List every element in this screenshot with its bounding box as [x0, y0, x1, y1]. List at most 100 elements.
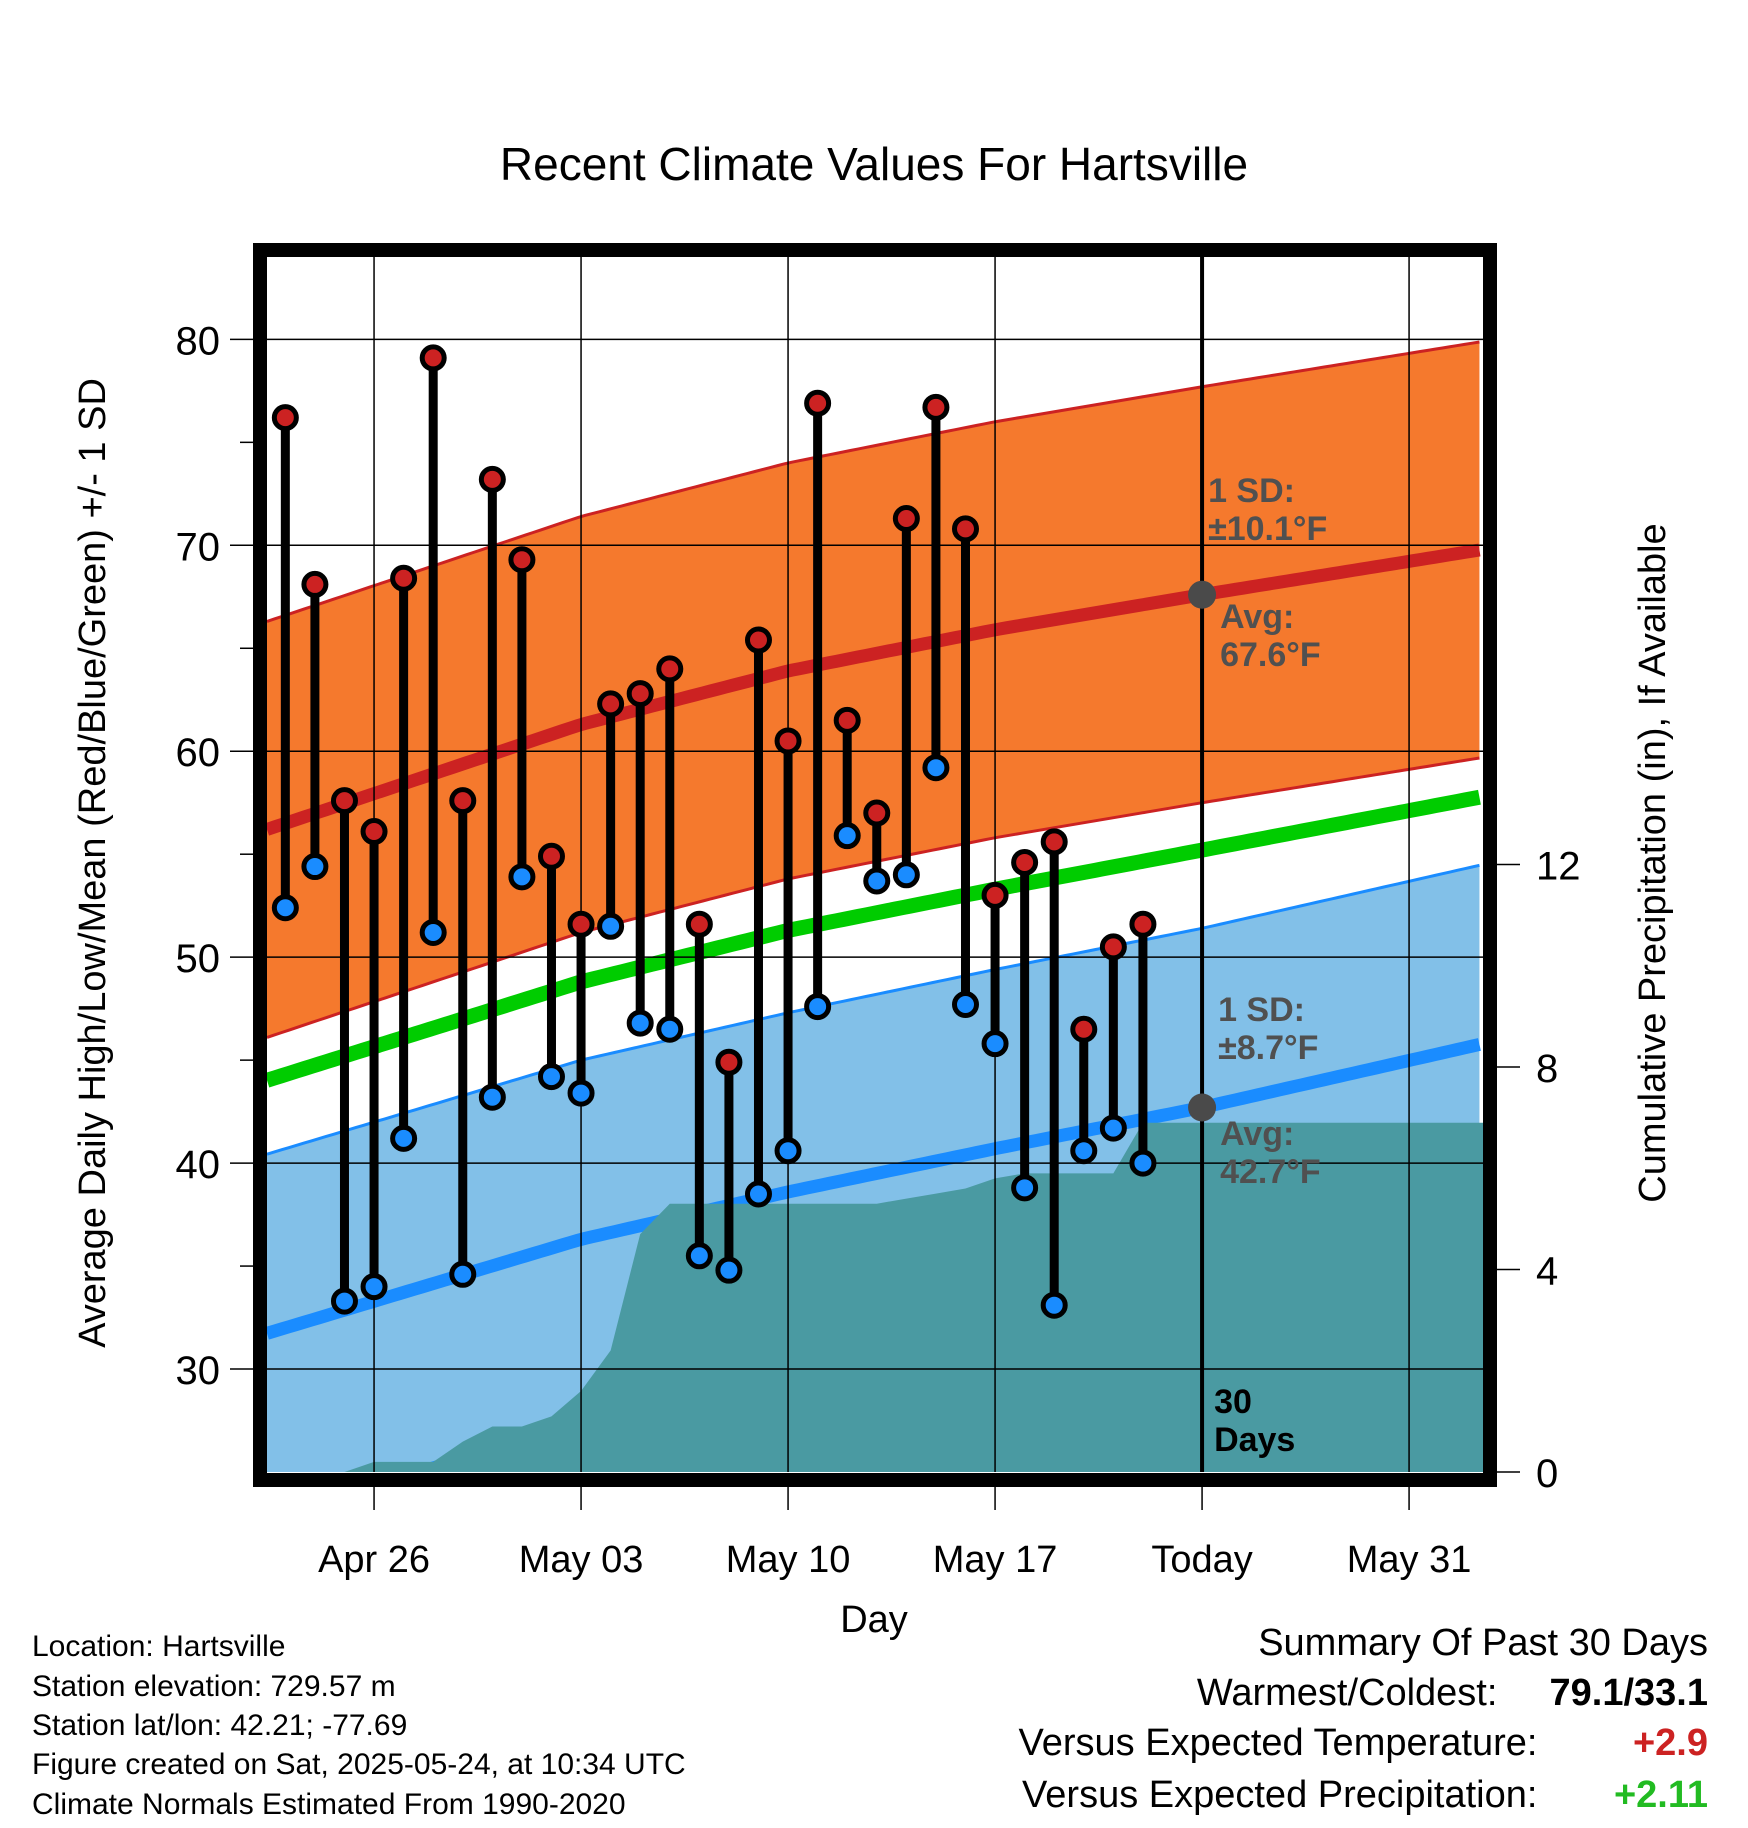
summary-precip-row: Versus Expected Precipitation: +2.11	[1022, 1774, 1708, 1817]
daily-high-point	[685, 910, 713, 938]
daily-high-point	[567, 910, 595, 938]
y2-tick-label: 8	[1536, 1047, 1558, 1091]
daily-high-point	[626, 680, 654, 708]
daily-high-point	[833, 706, 861, 734]
daily-low-point	[390, 1124, 418, 1152]
summary-temp-value: +2.9	[1632, 1722, 1708, 1764]
daily-low-point	[271, 894, 299, 922]
daily-high-point	[951, 515, 979, 543]
daily-low-point	[567, 1079, 595, 1107]
daily-high-point	[715, 1048, 743, 1076]
daily-low-point	[1070, 1137, 1098, 1165]
y-tick-label: 60	[176, 731, 221, 775]
daily-low-point	[685, 1242, 713, 1270]
footer-location: Location: Hartsville	[32, 1630, 286, 1663]
y-tick-label: 50	[176, 937, 221, 981]
daily-low-point	[744, 1180, 772, 1208]
daily-low-point	[1040, 1291, 1068, 1319]
summary-precip-label: Versus Expected Precipitation:	[1022, 1774, 1538, 1816]
daily-high-point	[449, 787, 477, 815]
daily-low-point	[863, 867, 891, 895]
low-sd-band-upper-edge	[267, 863, 1480, 1156]
daily-low-point	[360, 1273, 388, 1301]
y2-tick-label: 0	[1536, 1452, 1558, 1496]
daily-high-point	[1099, 933, 1127, 961]
footer-elevation: Station elevation: 729.57 m	[32, 1670, 396, 1703]
precipitation-area	[285, 1122, 1483, 1472]
low-avg-annotation: Avg: 42.7°F	[1220, 1115, 1321, 1191]
daily-high-point	[981, 881, 1009, 909]
footer-normals: Climate Normals Estimated From 1990-2020	[32, 1788, 626, 1821]
daily-low-point	[301, 853, 329, 881]
daily-low-point	[626, 1009, 654, 1037]
low-avg-marker	[1188, 1093, 1217, 1122]
summary-temp-row: Versus Expected Temperature: +2.9	[1019, 1722, 1708, 1765]
daily-high-point	[1040, 828, 1068, 856]
high-avg-marker	[1188, 580, 1217, 609]
daily-low-point	[537, 1063, 565, 1091]
daily-high-point	[892, 505, 920, 533]
daily-low-point	[330, 1287, 358, 1315]
summary-warmest-value: 79.1/33.1	[1549, 1672, 1708, 1714]
y-tick-label: 30	[176, 1349, 221, 1393]
high-sd-band-upper-edge	[267, 340, 1480, 623]
x-axis-label: Day	[840, 1599, 908, 1641]
daily-low-point	[833, 822, 861, 850]
y2-tick-label: 12	[1536, 845, 1581, 889]
plot-frame	[253, 243, 1497, 1487]
low-sd-annotation: 1 SD: ±8.7°F	[1218, 991, 1318, 1067]
daily-high-point	[1129, 910, 1157, 938]
daily-high-point	[271, 404, 299, 432]
daily-high-point	[537, 842, 565, 870]
daily-high-point	[360, 818, 388, 846]
daily-high-point	[863, 799, 891, 827]
daily-low-point	[1129, 1149, 1157, 1177]
daily-low-point	[951, 991, 979, 1019]
summary-temp-label: Versus Expected Temperature:	[1018, 1722, 1538, 1764]
daily-high-point	[744, 626, 772, 654]
daily-high-point	[330, 787, 358, 815]
summary-warmest-row: Warmest/Coldest: 79.1/33.1	[1197, 1672, 1708, 1715]
x-tick-label: May 10	[726, 1539, 851, 1581]
high-avg-annotation: Avg: 67.6°F	[1220, 598, 1321, 674]
daily-low-point	[419, 918, 447, 946]
daily-high-point	[597, 690, 625, 718]
daily-high-point	[1011, 848, 1039, 876]
daily-high-point	[390, 564, 418, 592]
normal-high-line	[267, 543, 1481, 836]
daily-low-point	[774, 1137, 802, 1165]
footer-latlon: Station lat/lon: 42.21; -77.69	[32, 1709, 408, 1742]
daily-high-point	[508, 546, 536, 574]
y-axis-label: Average Daily High/Low/Mean (Red/Blue/Gr…	[72, 378, 114, 1348]
x-tick-label: May 31	[1347, 1539, 1472, 1581]
daily-low-point	[1099, 1114, 1127, 1142]
period-annotation: 30 Days	[1214, 1383, 1295, 1459]
daily-high-point	[922, 393, 950, 421]
daily-low-point	[715, 1256, 743, 1284]
daily-high-point	[478, 465, 506, 493]
normal-mean-line	[267, 789, 1481, 1088]
daily-high-point	[301, 570, 329, 598]
x-tick-label: May 17	[933, 1539, 1058, 1581]
daily-high-point	[1070, 1015, 1098, 1043]
high-sd-annotation: 1 SD: ±10.1°F	[1208, 472, 1327, 548]
daily-high-point	[419, 344, 447, 372]
y-tick-label: 80	[176, 319, 221, 363]
daily-low-point	[597, 912, 625, 940]
x-tick-label: May 03	[519, 1539, 644, 1581]
y2-tick-label: 4	[1536, 1250, 1558, 1294]
y2-axis-label: Cumulative Precipitation (in), If Availa…	[1632, 523, 1674, 1202]
footer-created: Figure created on Sat, 2025-05-24, at 10…	[32, 1748, 686, 1781]
daily-low-point	[508, 863, 536, 891]
summary-precip-value: +2.11	[1613, 1774, 1708, 1816]
daily-low-point	[656, 1015, 684, 1043]
y-tick-label: 40	[176, 1143, 221, 1187]
daily-low-point	[922, 754, 950, 782]
daily-high-point	[656, 655, 684, 683]
daily-low-point	[449, 1260, 477, 1288]
x-tick-label: Apr 26	[318, 1539, 430, 1581]
summary-warmest-label: Warmest/Coldest:	[1196, 1672, 1498, 1714]
daily-low-point	[804, 993, 832, 1021]
daily-low-point	[478, 1083, 506, 1111]
